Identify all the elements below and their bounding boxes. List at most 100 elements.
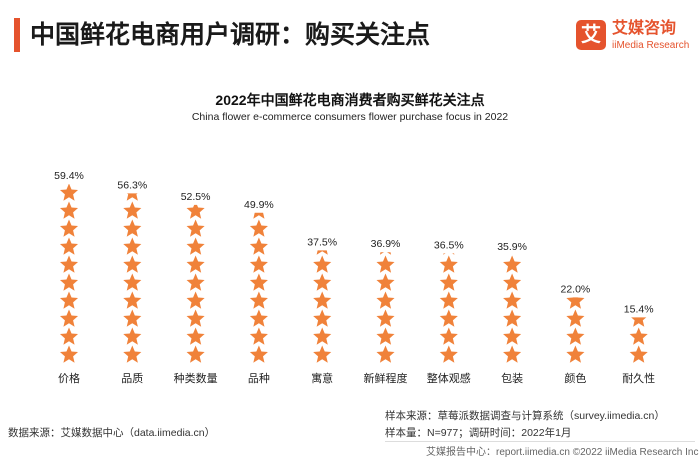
page-title: 中国鲜花电商用户调研：购买关注点 <box>30 21 431 49</box>
star-icon <box>186 237 205 255</box>
value-label: 15.4% <box>624 303 654 315</box>
star-icon <box>376 291 395 309</box>
bar-颜色 <box>566 297 585 363</box>
star-icon <box>186 255 205 273</box>
star-icon <box>376 220 394 237</box>
star-icon <box>313 345 332 363</box>
star-icon <box>249 309 268 327</box>
star-icon <box>123 327 142 345</box>
copyright-note: 艾媒报告中心：report.iimedia.cn ©2022 iiMedia R… <box>426 447 699 458</box>
bar-种类数量 <box>186 204 205 363</box>
category-label: 耐久性 <box>622 371 655 385</box>
star-icon <box>123 345 142 363</box>
value-label: 36.5% <box>434 239 464 251</box>
star-icon <box>440 220 458 237</box>
star-icon <box>503 273 522 291</box>
star-icon <box>629 345 648 363</box>
star-icon <box>313 220 331 237</box>
star-icon <box>59 201 79 219</box>
star-icon <box>439 255 458 273</box>
star-icon <box>439 273 458 291</box>
star-icon <box>503 220 521 237</box>
iimedia-logo: 艾 艾媒咨询 iiMedia Research <box>576 20 696 52</box>
star-icon <box>186 309 205 327</box>
star-icon <box>123 219 142 237</box>
star-icon <box>249 345 268 363</box>
star-icon <box>249 219 268 237</box>
bar-包装 <box>503 220 522 363</box>
star-icon <box>249 237 268 255</box>
star-icon <box>59 184 79 201</box>
bar-品质 <box>123 193 142 363</box>
sample-size-note: 样本量：N=977；调研时间：2022年1月 <box>385 427 572 439</box>
star-icon <box>503 309 522 327</box>
bar-耐久性 <box>629 317 648 363</box>
star-icon <box>123 237 142 255</box>
star-icon <box>59 345 79 363</box>
star-icon <box>59 237 79 255</box>
footer-divider <box>385 441 695 442</box>
star-icon <box>123 273 142 291</box>
bar-价格 <box>59 184 79 363</box>
category-label: 整体观感 <box>427 371 471 385</box>
star-icon <box>566 345 585 363</box>
category-label: 价格 <box>58 371 80 385</box>
bar-新鲜程度 <box>376 220 395 363</box>
logo-mark-icon: 艾 <box>576 20 606 50</box>
value-label: 37.5% <box>307 236 337 248</box>
star-icon <box>566 327 585 345</box>
category-label: 种类数量 <box>174 371 218 385</box>
star-icon <box>123 255 142 273</box>
star-icon <box>59 219 79 237</box>
star-icon <box>186 327 205 345</box>
logo-name-en: iiMedia Research <box>612 40 690 51</box>
data-source-note: 数据来源：艾媒数据中心（data.iimedia.cn） <box>8 427 216 439</box>
category-label: 包装 <box>501 372 523 385</box>
star-icon <box>249 273 268 291</box>
star-icon <box>379 252 392 255</box>
star-icon <box>186 291 205 309</box>
star-icon <box>186 204 205 219</box>
star-icon <box>376 255 395 273</box>
star-icon <box>123 201 142 219</box>
star-icon <box>503 327 522 345</box>
star-icon <box>126 193 138 201</box>
sample-source-note: 样本来源：草莓派数据调查与计算系统（survey.iimedia.cn） <box>385 410 665 422</box>
star-icon <box>439 309 458 327</box>
star-icon <box>376 345 395 363</box>
star-icon <box>186 273 205 291</box>
star-icon <box>316 250 328 255</box>
star-icon <box>249 255 268 273</box>
value-label: 36.9% <box>371 238 401 250</box>
star-icon <box>503 291 522 309</box>
value-label: 56.3% <box>117 179 147 191</box>
title-accent-bar <box>14 18 20 52</box>
star-icon <box>59 327 79 345</box>
star-icon <box>313 309 332 327</box>
star-icon <box>376 327 395 345</box>
logo-name-cn: 艾媒咨询 <box>612 20 677 37</box>
star-icon <box>503 345 522 363</box>
star-icon <box>59 309 79 327</box>
star-icon <box>59 273 79 291</box>
star-icon <box>443 253 455 255</box>
value-label: 22.0% <box>561 283 591 295</box>
chart-subtitle: China flower e-commerce consumers flower… <box>191 111 509 123</box>
value-label: 52.5% <box>181 191 211 203</box>
bar-品种 <box>249 212 268 363</box>
star-icon <box>313 327 332 345</box>
star-icon <box>566 297 585 309</box>
star-icon <box>59 291 79 309</box>
value-label: 35.9% <box>497 241 527 253</box>
star-icon <box>376 309 395 327</box>
star-icon <box>123 291 142 309</box>
star-icon <box>631 317 647 327</box>
value-label: 49.9% <box>244 199 274 211</box>
category-label: 品质 <box>121 372 143 385</box>
star-icon <box>186 219 205 237</box>
star-icon <box>376 273 395 291</box>
star-icon <box>313 255 332 273</box>
star-icon <box>503 255 522 273</box>
star-icon <box>439 291 458 309</box>
